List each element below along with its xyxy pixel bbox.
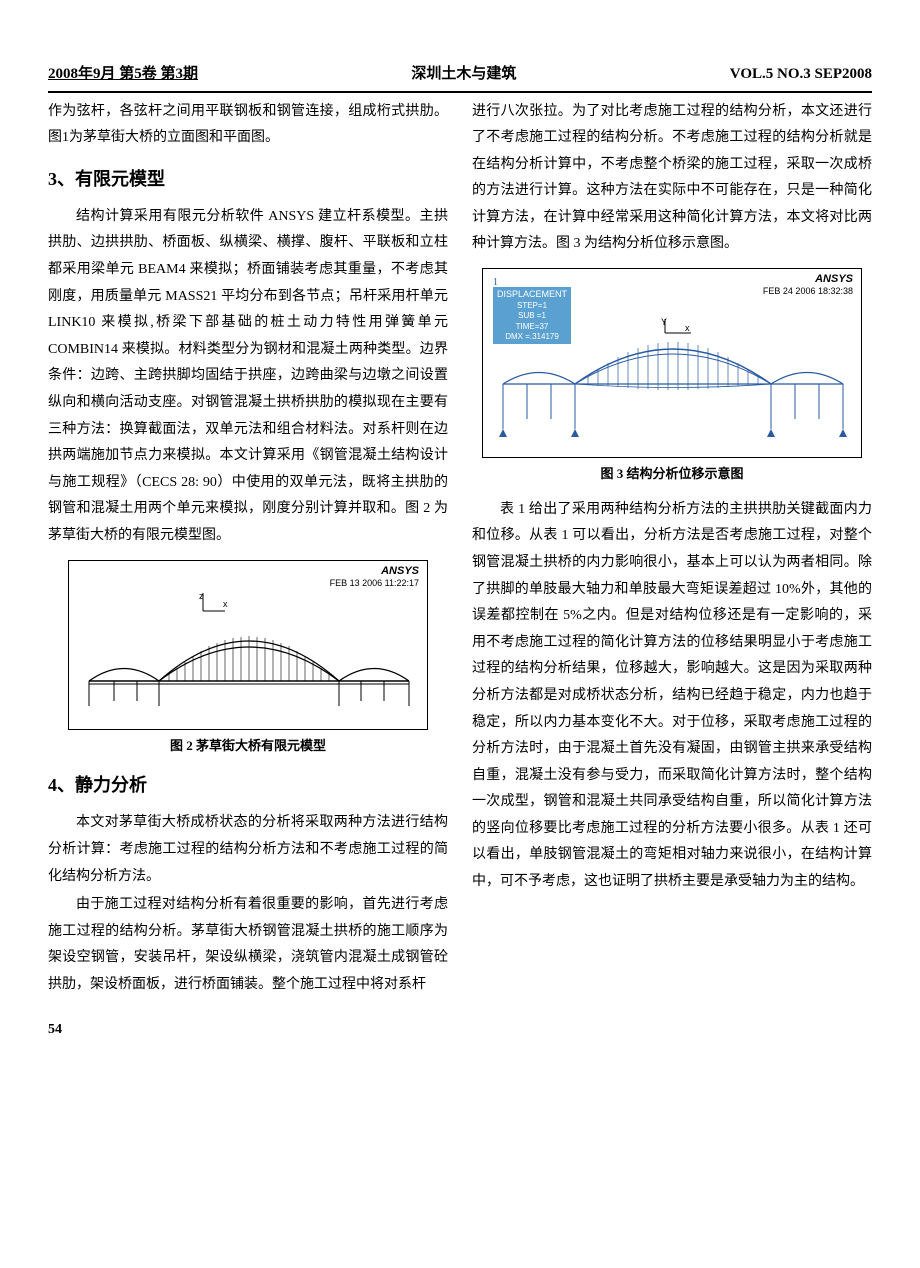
figure-2-box: ANSYS FEB 13 2006 11:22:17 z x [68,560,428,730]
axis-icon: z x [199,591,229,615]
axis-icon-fig3: Y x [661,317,695,337]
svg-text:z: z [199,591,204,601]
ansys-date: FEB 13 2006 11:22:17 [330,578,419,589]
heading-section-4: 4、静力分析 [48,768,448,802]
section-4-paragraph-a: 本文对茅草街大桥成桥状态的分析将采取两种方法进行结构分析计算：考虑施工过程的结构… [48,810,448,890]
ansys-text-fig3: ANSYS [763,273,853,286]
figure-2-wrapper: ANSYS FEB 13 2006 11:22:17 z x [48,560,448,759]
heading-section-3: 3、有限元模型 [48,162,448,196]
figure-3-box: ANSYS FEB 24 2006 18:32:38 DISPLACEMENT … [482,268,862,458]
svg-text:x: x [685,323,690,333]
svg-text:x: x [223,599,228,609]
header-center: 深圳土木与建筑 [411,60,516,89]
figure-2-caption: 图 2 茅草街大桥有限元模型 [48,734,448,759]
right-column: 进行八次张拉。为了对比考虑施工过程的结构分析，本文还进行了不考虑施工过程的结构分… [472,99,872,1001]
intro-tail-paragraph: 作为弦杆，各弦杆之间用平联钢板和钢管连接，组成桁式拱肋。图1为茅草街大桥的立面图… [48,99,448,152]
header-right: VOL.5 NO.3 SEP2008 [730,60,872,89]
disp-line-1: STEP=1 [497,301,567,311]
disp-line-3: TIME=37 [497,322,567,332]
disp-line-4: DMX =.314179 [497,332,567,342]
section-3-paragraph: 结构计算采用有限元分析软件 ANSYS 建立杆系模型。主拱拱肋、边拱拱肋、桥面板… [48,204,448,550]
ansys-logo-label-fig3: ANSYS FEB 24 2006 18:32:38 [763,273,853,297]
axis-marker-fig2: z x [199,591,229,622]
table-discussion-paragraph: 表 1 给出了采用两种结构分析方法的主拱拱肋关键截面内力和位移。从表 1 可以看… [472,497,872,896]
right-continued-paragraph: 进行八次张拉。为了对比考虑施工过程的结构分析，本文还进行了不考虑施工过程的结构分… [472,99,872,259]
page-header: 2008年9月 第5卷 第3期 深圳土木与建筑 VOL.5 NO.3 SEP20… [48,60,872,93]
figure-3-caption: 图 3 结构分析位移示意图 [472,462,872,487]
two-column-layout: 作为弦杆，各弦杆之间用平联钢板和钢管连接，组成桁式拱肋。图1为茅草街大桥的立面图… [48,99,872,1001]
ansys-logo-label: ANSYS FEB 13 2006 11:22:17 [330,565,419,589]
svg-text:Y: Y [661,317,667,327]
displacement-info-label: DISPLACEMENT STEP=1 SUB =1 TIME=37 DMX =… [493,287,571,344]
axis-marker-fig3: Y x [661,317,695,344]
figure-3-wrapper: ANSYS FEB 24 2006 18:32:38 DISPLACEMENT … [472,268,872,487]
section-4-paragraph-b: 由于施工过程对结构分析有着很重要的影响，首先进行考虑施工过程的结构分析。茅草街大… [48,892,448,998]
disp-head: DISPLACEMENT [497,289,567,301]
disp-line-2: SUB =1 [497,311,567,321]
left-column: 作为弦杆，各弦杆之间用平联钢板和钢管连接，组成桁式拱肋。图1为茅草街大桥的立面图… [48,99,448,1001]
ansys-text: ANSYS [330,565,419,578]
header-left: 2008年9月 第5卷 第3期 [48,60,198,89]
ansys-date-fig3: FEB 24 2006 18:32:38 [763,286,853,297]
page-number: 54 [48,1017,872,1044]
